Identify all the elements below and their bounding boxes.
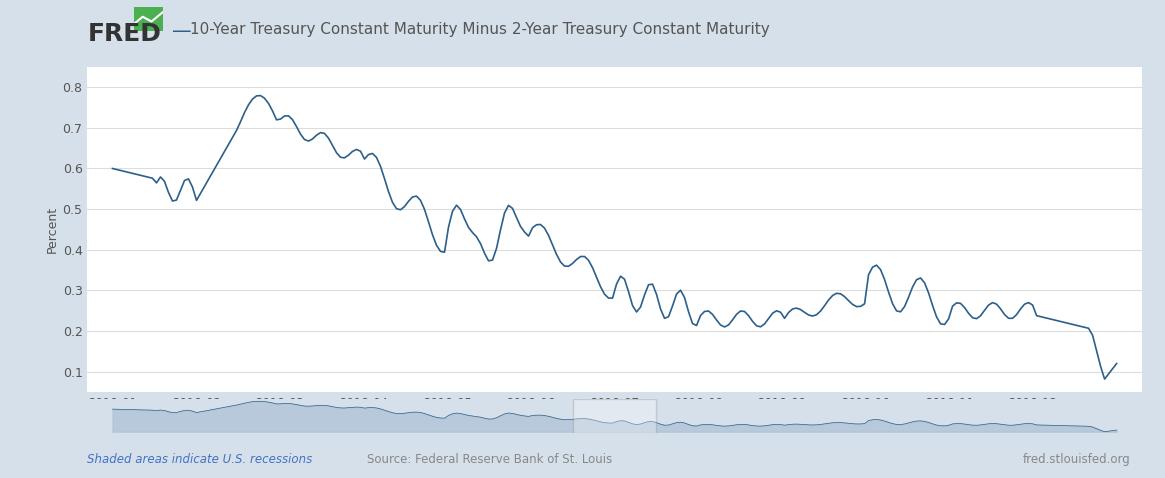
Text: Source: Federal Reserve Bank of St. Louis: Source: Federal Reserve Bank of St. Loui… — [367, 453, 612, 466]
Y-axis label: Percent: Percent — [45, 206, 58, 253]
FancyBboxPatch shape — [573, 399, 656, 433]
Text: —: — — [172, 22, 192, 41]
Text: Shaded areas indicate U.S. recessions: Shaded areas indicate U.S. recessions — [87, 453, 312, 466]
Text: fred.stlouisfed.org: fred.stlouisfed.org — [1023, 453, 1130, 466]
Text: 10-Year Treasury Constant Maturity Minus 2-Year Treasury Constant Maturity: 10-Year Treasury Constant Maturity Minus… — [190, 22, 770, 36]
Text: FRED: FRED — [87, 22, 161, 45]
